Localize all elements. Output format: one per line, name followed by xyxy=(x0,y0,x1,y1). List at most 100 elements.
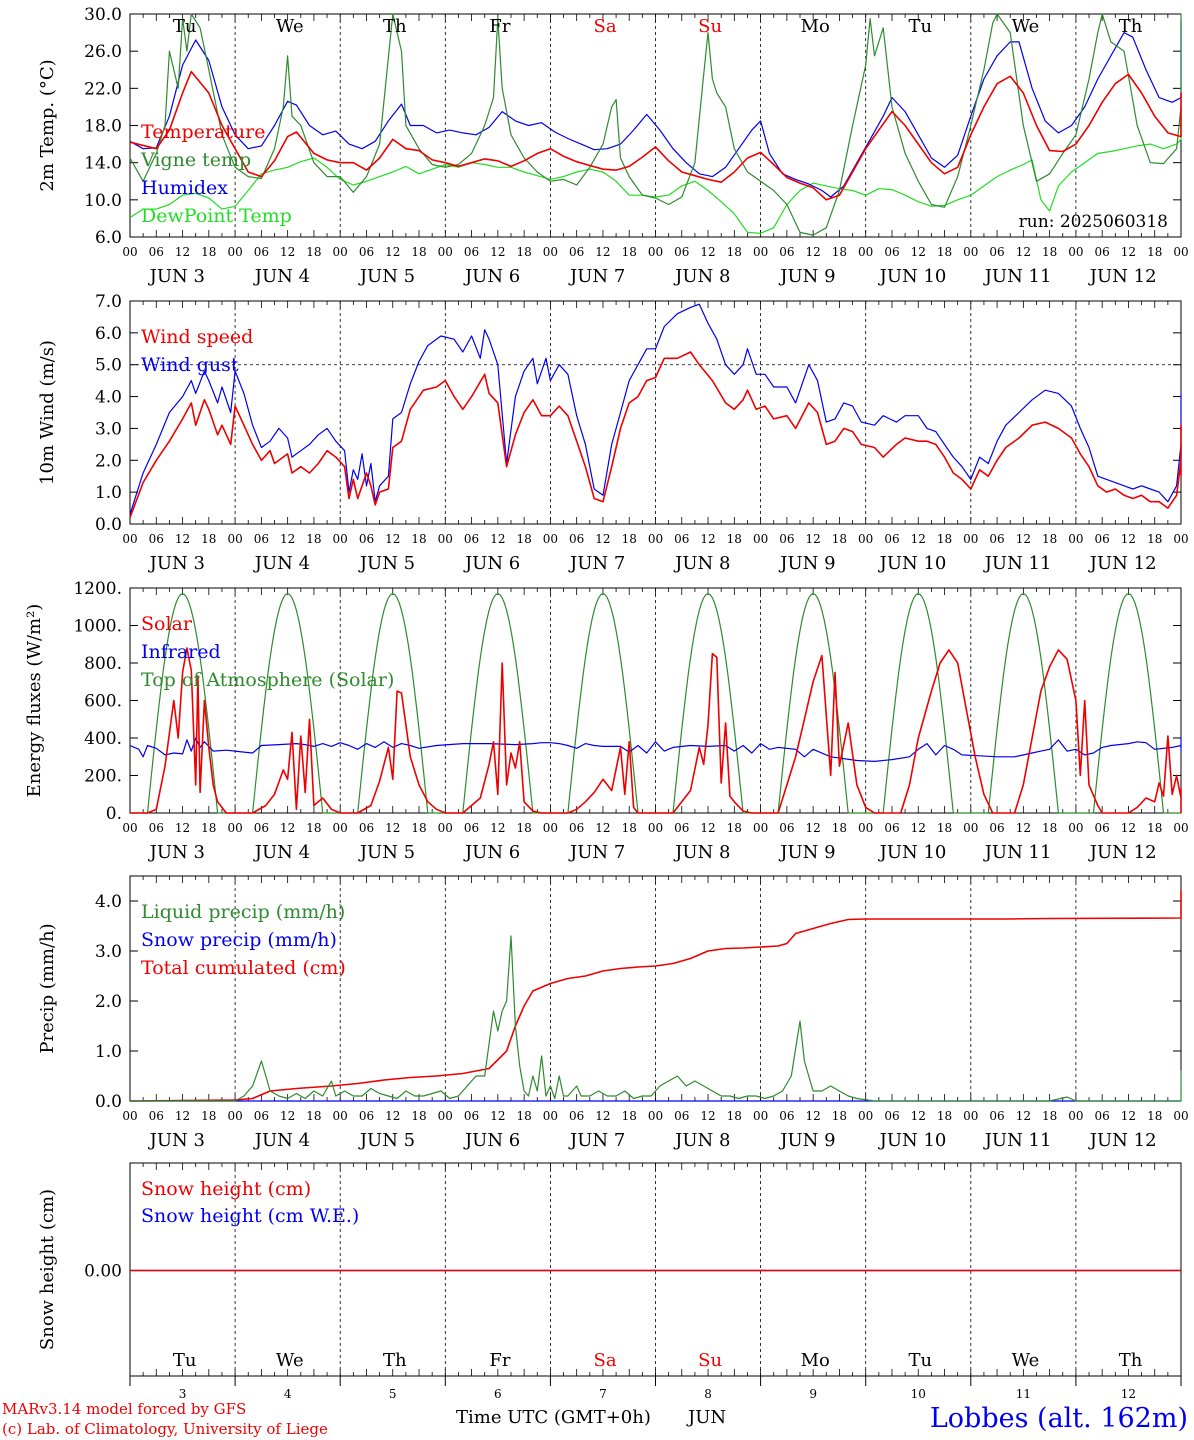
y-tick-label: 5.0 xyxy=(95,356,122,376)
hour-tick-label: 00 xyxy=(1173,821,1188,835)
legend-entry: Wind speed xyxy=(141,326,253,348)
hour-tick-label: 06 xyxy=(989,821,1004,835)
series-line-liquid-precip-mm-h- xyxy=(130,935,1182,1102)
hour-tick-label: 06 xyxy=(674,245,689,259)
y-tick-label: 800. xyxy=(84,654,122,674)
hour-tick-label: 06 xyxy=(359,821,374,835)
hour-tick-label: 00 xyxy=(543,821,558,835)
series-line-wind-speed xyxy=(129,351,1182,518)
date-label: JUN 11 xyxy=(983,553,1052,574)
date-label: JUN 3 xyxy=(148,266,205,287)
hour-tick-label: 18 xyxy=(937,245,952,259)
day-name-top: Su xyxy=(698,16,722,37)
hour-tick-label: 00 xyxy=(122,1109,137,1123)
date-label: JUN 3 xyxy=(148,842,205,863)
hour-tick-label: 18 xyxy=(411,821,426,835)
date-label: JUN 12 xyxy=(1088,1130,1157,1151)
y-tick-label: 6.0 xyxy=(95,228,122,248)
hour-tick-label: 18 xyxy=(832,532,847,546)
hour-tick-label: 00 xyxy=(1068,1109,1083,1123)
y-tick-label: 26.0 xyxy=(84,42,122,62)
hour-tick-label: 18 xyxy=(622,1109,637,1123)
hour-tick-label: 18 xyxy=(306,821,321,835)
date-label: JUN 5 xyxy=(358,553,415,574)
day-number: 10 xyxy=(911,1387,926,1401)
day-name-top: Mo xyxy=(801,16,830,37)
hour-tick-label: 18 xyxy=(306,532,321,546)
series-line-total-cumulated-cm- xyxy=(129,890,1182,1102)
y-tick-label: 1.0 xyxy=(95,483,122,503)
hour-tick-label: 06 xyxy=(884,532,899,546)
date-label: JUN 11 xyxy=(983,266,1052,287)
date-label: JUN 7 xyxy=(568,266,625,287)
hour-tick-label: 06 xyxy=(359,245,374,259)
hour-tick-label: 00 xyxy=(122,532,137,546)
hour-tick-label: 00 xyxy=(1173,1109,1188,1123)
hour-tick-label: 00 xyxy=(648,245,663,259)
hour-tick-label: 06 xyxy=(149,1109,164,1123)
hour-tick-label: 00 xyxy=(333,245,348,259)
day-name-bottom: Th xyxy=(1119,1350,1143,1371)
hour-tick-label: 00 xyxy=(1068,821,1083,835)
date-label: JUN 8 xyxy=(673,842,730,863)
y-tick-label: 30.0 xyxy=(84,5,122,25)
y-tick-label: 2.0 xyxy=(95,992,122,1012)
y-tick-label: 200. xyxy=(84,767,122,787)
hour-tick-label: 12 xyxy=(1016,1109,1031,1123)
legend-entry: Snow height (cm W.E.) xyxy=(141,1205,359,1227)
day-name-top: We xyxy=(1012,16,1040,37)
hour-tick-label: 06 xyxy=(359,532,374,546)
hour-tick-label: 18 xyxy=(516,1109,531,1123)
hour-tick-label: 12 xyxy=(911,1109,926,1123)
hour-tick-label: 18 xyxy=(832,821,847,835)
legend-entry: Wind gust xyxy=(141,354,239,376)
credit-line-2: (c) Lab. of Climatology, University of L… xyxy=(2,1420,328,1438)
hour-tick-label: 12 xyxy=(806,532,821,546)
hour-tick-label: 06 xyxy=(464,532,479,546)
hour-tick-label: 06 xyxy=(569,821,584,835)
x-axis-label: Time UTC (GMT+0h) xyxy=(456,1407,651,1428)
hour-tick-label: 12 xyxy=(490,245,505,259)
hour-tick-label: 06 xyxy=(254,245,269,259)
y-tick-label: 7.0 xyxy=(95,292,122,312)
series-line-temperature xyxy=(129,70,1182,201)
hour-tick-label: 12 xyxy=(280,1109,295,1123)
y-tick-label: 3.0 xyxy=(95,942,122,962)
hour-tick-label: 00 xyxy=(333,1109,348,1123)
hour-tick-label: 12 xyxy=(700,1109,715,1123)
hour-tick-label: 00 xyxy=(1173,245,1188,259)
day-name-top: We xyxy=(276,16,304,37)
hour-tick-label: 18 xyxy=(1042,1109,1057,1123)
hour-tick-label: 06 xyxy=(569,1109,584,1123)
hour-tick-label: 00 xyxy=(543,245,558,259)
hour-tick-label: 18 xyxy=(1042,532,1057,546)
hour-tick-label: 18 xyxy=(516,245,531,259)
hour-tick-label: 06 xyxy=(674,1109,689,1123)
y-tick-label: 0.0 xyxy=(95,1092,122,1112)
day-number: 3 xyxy=(179,1387,187,1401)
hour-tick-label: 12 xyxy=(700,245,715,259)
date-label: JUN 11 xyxy=(983,842,1052,863)
hour-tick-label: 12 xyxy=(700,532,715,546)
day-name-top: Fr xyxy=(489,16,510,37)
day-name-top: Tu xyxy=(173,16,197,37)
day-number: 9 xyxy=(809,1387,817,1401)
day-name-bottom: Tu xyxy=(173,1350,197,1371)
hour-tick-label: 12 xyxy=(911,821,926,835)
date-label: JUN 4 xyxy=(253,553,310,574)
hour-tick-label: 06 xyxy=(989,532,1004,546)
hour-tick-label: 18 xyxy=(1147,1109,1162,1123)
hour-tick-label: 12 xyxy=(385,821,400,835)
hour-tick-label: 06 xyxy=(779,821,794,835)
hour-tick-label: 06 xyxy=(989,245,1004,259)
legend-entry: Snow height (cm) xyxy=(141,1178,311,1200)
hour-tick-label: 12 xyxy=(1121,245,1136,259)
y-tick-label: 0.0 xyxy=(95,515,122,535)
hour-tick-label: 12 xyxy=(175,1109,190,1123)
series-line-infrared xyxy=(129,737,1182,762)
hour-tick-label: 00 xyxy=(122,245,137,259)
hour-tick-label: 18 xyxy=(1147,245,1162,259)
hour-tick-label: 00 xyxy=(753,1109,768,1123)
hour-tick-label: 18 xyxy=(201,532,216,546)
hour-tick-label: 12 xyxy=(1016,821,1031,835)
